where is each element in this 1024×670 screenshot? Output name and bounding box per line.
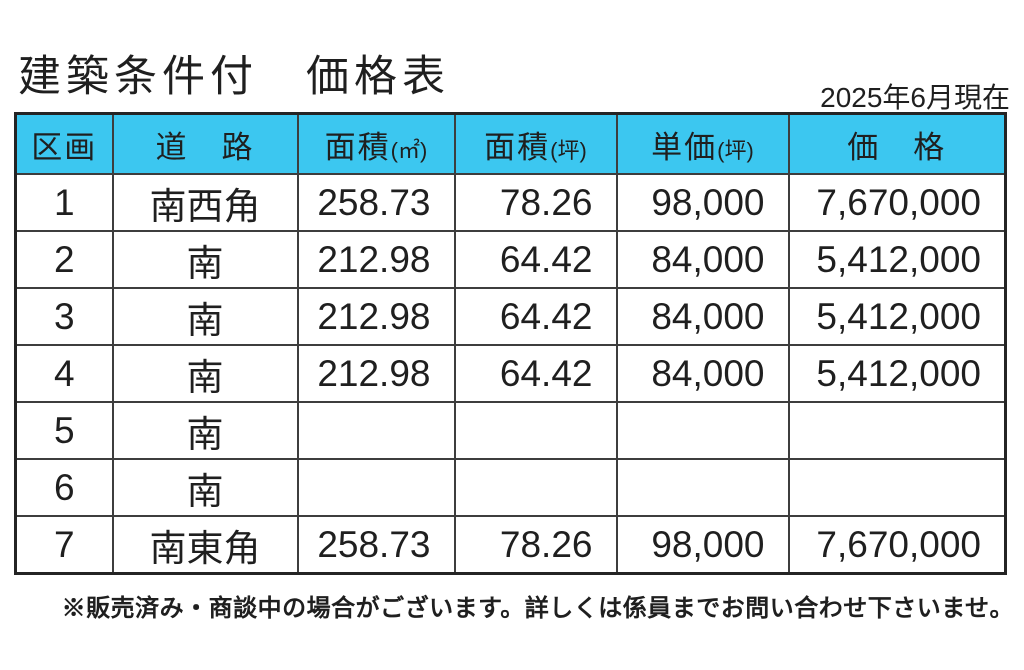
as-of-date: 2025年6月現在 xyxy=(820,82,1010,113)
road-cell: 南 xyxy=(111,458,299,517)
area-tsubo-cell: 78.26 xyxy=(453,173,618,232)
area-m2-cell xyxy=(296,401,456,460)
road-cell: 南 xyxy=(111,230,299,289)
unit-price-cell xyxy=(615,458,790,517)
area-tsubo-cell xyxy=(453,401,618,460)
area-tsubo-cell: 78.26 xyxy=(453,515,618,575)
price-cell: 5,412,000 xyxy=(787,230,1007,289)
col-header-unit-price-label: 単価 xyxy=(651,129,718,165)
lot-cell: 7 xyxy=(14,515,114,575)
road-cell: 南東角 xyxy=(111,515,299,575)
area-tsubo-cell: 64.42 xyxy=(453,344,618,403)
price-cell xyxy=(787,458,1007,517)
area-m2-cell: 212.98 xyxy=(296,230,456,289)
footer-note: ※販売済み・商談中の場合がございます。詳しくは係員までお問い合わせ下さいませ。 xyxy=(61,595,1014,622)
road-cell: 南 xyxy=(111,287,299,346)
col-header-price-label: 価 格 xyxy=(847,129,947,165)
table-row: 3 南 212.98 64.42 84,000 5,412,000 xyxy=(14,287,1007,346)
col-header-unit-price: 単価(坪) xyxy=(615,112,790,175)
unit-price-cell: 84,000 xyxy=(615,344,790,403)
price-cell: 7,670,000 xyxy=(787,515,1007,575)
price-cell xyxy=(787,401,1007,460)
table-row: 1 南西角 258.73 78.26 98,000 7,670,000 xyxy=(14,173,1007,232)
col-header-area-m2-unit: (㎡) xyxy=(390,137,428,163)
area-m2-cell xyxy=(296,458,456,517)
table-row: 6 南 xyxy=(14,458,1007,517)
lot-cell: 4 xyxy=(14,344,114,403)
table-row: 4 南 212.98 64.42 84,000 5,412,000 xyxy=(14,344,1007,403)
unit-price-cell: 98,000 xyxy=(615,173,790,232)
price-table: 区画 道 路 面積(㎡) 面積(坪) 単価(坪) 価 格 1 南西角 258.7… xyxy=(14,112,1007,575)
unit-price-cell: 84,000 xyxy=(615,287,790,346)
lot-cell: 5 xyxy=(14,401,114,460)
lot-cell: 3 xyxy=(14,287,114,346)
table-row: 7 南東角 258.73 78.26 98,000 7,670,000 xyxy=(14,515,1007,575)
price-cell: 7,670,000 xyxy=(787,173,1007,232)
col-header-area-tsubo: 面積(坪) xyxy=(453,112,618,175)
table-row: 2 南 212.98 64.42 84,000 5,412,000 xyxy=(14,230,1007,289)
unit-price-cell: 98,000 xyxy=(615,515,790,575)
col-header-lot-label: 区画 xyxy=(31,129,98,165)
col-header-unit-price-unit: (坪) xyxy=(717,137,754,163)
area-tsubo-cell: 64.42 xyxy=(453,287,618,346)
road-cell: 南 xyxy=(111,344,299,403)
road-cell: 南 xyxy=(111,401,299,460)
price-cell: 5,412,000 xyxy=(787,344,1007,403)
unit-price-cell: 84,000 xyxy=(615,230,790,289)
header-row: 区画 道 路 面積(㎡) 面積(坪) 単価(坪) 価 格 xyxy=(14,112,1007,175)
col-header-lot: 区画 xyxy=(14,112,114,175)
col-header-road-label: 道 路 xyxy=(155,129,255,165)
unit-price-cell xyxy=(615,401,790,460)
col-header-road: 道 路 xyxy=(111,112,299,175)
col-header-area-m2-label: 面積 xyxy=(324,129,391,165)
lot-cell: 6 xyxy=(14,458,114,517)
col-header-area-tsubo-label: 面積 xyxy=(484,129,551,165)
col-header-price: 価 格 xyxy=(787,112,1007,175)
area-m2-cell: 258.73 xyxy=(296,515,456,575)
area-m2-cell: 258.73 xyxy=(296,173,456,232)
col-header-area-m2: 面積(㎡) xyxy=(296,112,456,175)
area-tsubo-cell xyxy=(453,458,618,517)
area-m2-cell: 212.98 xyxy=(296,287,456,346)
page-title: 建築条件付 価格表 xyxy=(18,53,450,101)
area-m2-cell: 212.98 xyxy=(296,344,456,403)
price-cell: 5,412,000 xyxy=(787,287,1007,346)
lot-cell: 1 xyxy=(14,173,114,232)
lot-cell: 2 xyxy=(14,230,114,289)
area-tsubo-cell: 64.42 xyxy=(453,230,618,289)
road-cell: 南西角 xyxy=(111,173,299,232)
col-header-area-tsubo-unit: (坪) xyxy=(550,137,587,163)
table-row: 5 南 xyxy=(14,401,1007,460)
